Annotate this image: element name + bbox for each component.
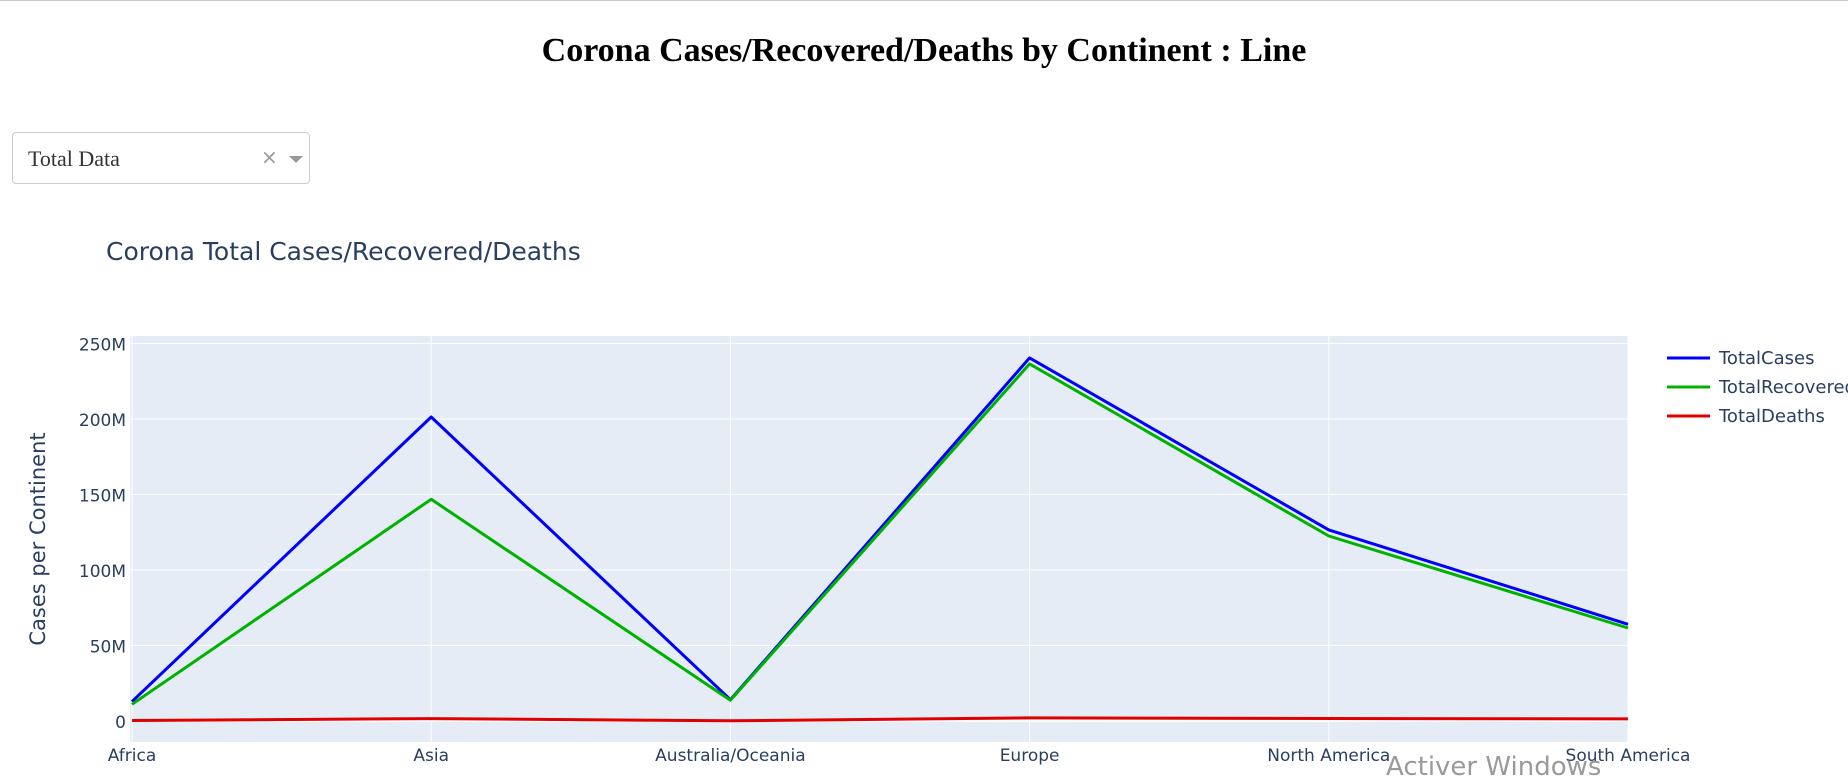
y-tick-label: 0 [115,713,126,733]
grid-lines [130,336,1629,742]
y-tick-label: 100M [79,562,126,582]
series-line-TotalCases [130,356,1629,703]
page-title: Corona Cases/Recovered/Deaths by Contine… [541,32,1307,69]
legend[interactable]: TotalCases TotalRecovered TotalDeaths [1667,348,1848,427]
x-tick-label: Asia [413,746,449,766]
y-tick-label: 150M [79,486,126,506]
x-axis-ticks: Africa Asia Australia/Oceania Europe North A… [108,746,1691,766]
y-axis-title: Cases per Continent [26,432,50,645]
plot-area [130,336,1628,742]
y-axis-ticks: 0 50M 100M 150M 200M 250M [79,336,126,733]
x-tick-label: Europe [1000,746,1060,766]
series-lines [130,356,1629,723]
x-tick-label: Australia/Oceania [655,746,805,766]
y-tick-label: 50M [90,637,126,657]
x-tick-label: Africa [108,746,157,766]
dropdown-selected-value: Total Data [28,146,120,171]
series-line-TotalRecovered [131,362,1629,706]
x-tick-label: North America [1267,746,1390,766]
x-tick-label: South America [1566,746,1691,766]
legend-label-TotalDeaths[interactable]: TotalDeaths [1718,406,1825,427]
chart-title: Corona Total Cases/Recovered/Deaths [106,237,581,266]
data-type-dropdown[interactable]: Total Data × [12,132,310,184]
activate-windows-watermark: Activer Windows [1386,752,1602,782]
series-line-TotalDeaths [131,716,1629,723]
y-tick-label: 250M [79,336,126,356]
top-border [0,0,1848,1]
legend-label-TotalCases[interactable]: TotalCases [1718,348,1814,369]
y-tick-label: 200M [79,411,126,431]
clear-icon[interactable]: × [261,145,278,169]
chevron-down-icon[interactable] [289,156,303,163]
legend-label-TotalRecovered[interactable]: TotalRecovered [1718,377,1848,398]
